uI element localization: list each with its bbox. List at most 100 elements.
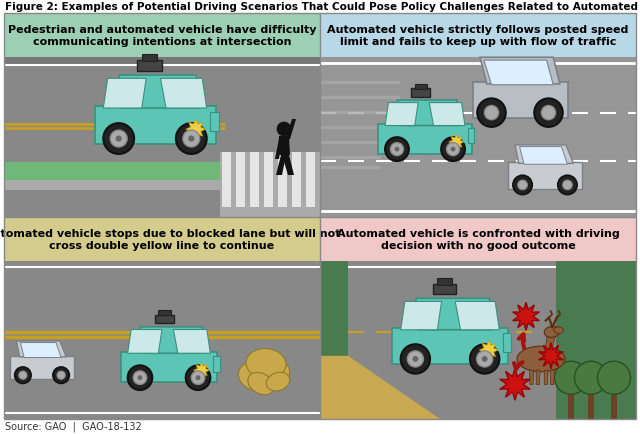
Bar [4,163,224,181]
Text: Pedestrian and automated vehicle have difficulty
communicating intentions at int: Pedestrian and automated vehicle have di… [8,25,316,47]
Bar [142,55,157,62]
Polygon shape [4,163,220,180]
Circle shape [110,131,127,148]
Polygon shape [320,311,420,419]
Ellipse shape [517,346,565,372]
Polygon shape [449,135,464,150]
Polygon shape [161,79,207,109]
Polygon shape [513,302,540,331]
Bar [138,60,162,72]
Bar [4,58,320,217]
Polygon shape [186,120,205,140]
Bar [412,89,430,97]
Circle shape [19,371,27,379]
Bar [264,153,273,207]
Ellipse shape [258,362,290,386]
Bar [95,107,216,145]
Polygon shape [140,327,204,353]
Polygon shape [286,120,296,140]
Polygon shape [194,362,209,378]
Bar [220,153,320,217]
Bar [378,125,472,154]
Circle shape [196,375,200,380]
Polygon shape [480,58,560,85]
Circle shape [116,136,122,142]
Text: Automated vehicle is confronted with driving
decision with no good outcome: Automated vehicle is confronted with dri… [337,229,620,250]
Bar [4,58,320,66]
Circle shape [176,124,207,155]
Polygon shape [544,370,548,385]
Bar [10,356,74,379]
Polygon shape [416,299,492,330]
Bar [236,153,245,207]
Polygon shape [127,330,162,353]
Polygon shape [320,261,556,419]
Bar [278,153,287,207]
Circle shape [484,106,499,121]
Bar [588,389,594,419]
Polygon shape [520,147,568,165]
Circle shape [138,375,143,380]
Circle shape [554,362,588,395]
Bar [502,333,511,352]
Bar [320,217,636,261]
Bar [4,217,320,261]
Bar [250,153,259,207]
Polygon shape [500,368,530,400]
Bar [568,389,574,419]
Circle shape [407,351,424,367]
Circle shape [395,148,399,152]
Text: Automated vehicle stops due to blocked lane but will not
cross double yellow lin: Automated vehicle stops due to blocked l… [0,229,340,250]
Polygon shape [455,302,499,330]
Bar [0,419,640,434]
Circle shape [53,367,69,384]
Circle shape [575,362,607,395]
Circle shape [451,148,456,152]
Bar [222,153,231,207]
Polygon shape [103,79,146,109]
Polygon shape [539,343,563,369]
Circle shape [412,356,419,362]
Circle shape [447,143,460,156]
Bar [472,83,568,119]
Polygon shape [397,101,459,126]
Ellipse shape [544,326,560,338]
Bar [159,310,171,316]
Bar [155,315,174,324]
Bar [120,352,218,382]
Bar [4,261,320,419]
Polygon shape [173,330,211,353]
Ellipse shape [266,372,290,391]
Bar [433,284,456,294]
Circle shape [541,106,556,121]
Polygon shape [550,370,555,385]
Polygon shape [479,341,499,360]
Polygon shape [484,61,553,85]
Polygon shape [275,140,282,160]
Bar [4,181,224,191]
Circle shape [57,371,65,379]
Polygon shape [536,370,540,385]
Ellipse shape [246,349,286,379]
Circle shape [470,345,499,374]
Circle shape [385,138,409,161]
Text: Automated vehicle strictly follows posted speed
limit and fails to keep up with : Automated vehicle strictly follows poste… [327,25,628,47]
Bar [306,153,315,207]
Polygon shape [282,156,294,176]
Circle shape [558,176,577,195]
Polygon shape [276,156,286,176]
Circle shape [401,345,430,374]
Bar [611,389,617,419]
Circle shape [513,176,532,195]
Bar [508,163,582,190]
Polygon shape [17,341,66,357]
Circle shape [188,136,195,142]
Polygon shape [348,261,556,419]
Circle shape [15,367,31,384]
Bar [556,261,636,419]
Bar [556,261,636,419]
Circle shape [183,131,200,148]
Circle shape [563,181,572,191]
Polygon shape [320,356,440,419]
Circle shape [477,351,493,367]
